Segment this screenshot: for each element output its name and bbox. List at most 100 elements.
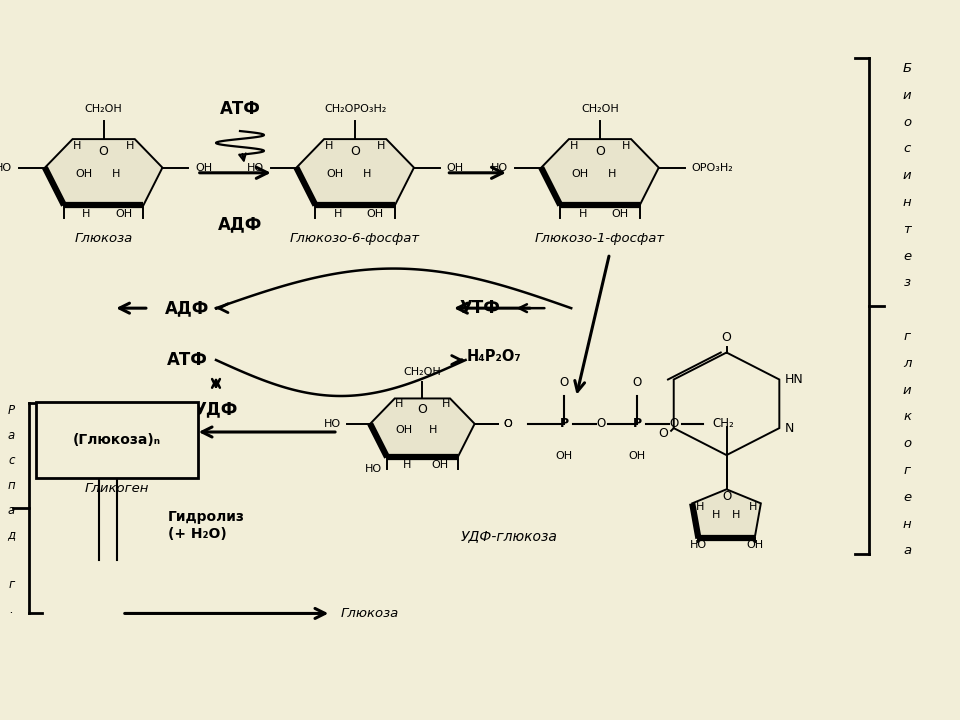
Text: с: с [9, 454, 14, 467]
Text: H: H [696, 502, 705, 512]
Text: HO: HO [365, 464, 382, 474]
Text: OH: OH [556, 451, 573, 461]
Text: Б: Б [902, 62, 912, 75]
Text: CH₂OH: CH₂OH [84, 104, 123, 114]
Text: АТФ: АТФ [167, 351, 207, 369]
Polygon shape [692, 490, 761, 539]
Text: HN: HN [784, 373, 804, 386]
Text: H: H [429, 425, 438, 435]
Text: т: т [903, 222, 911, 235]
Text: OPO₃H₂: OPO₃H₂ [691, 163, 733, 173]
Text: HO: HO [0, 163, 12, 173]
Text: о: о [903, 437, 911, 450]
Text: P: P [560, 418, 569, 431]
Text: а: а [903, 544, 911, 557]
Text: O: O [596, 418, 606, 431]
Text: а: а [8, 429, 15, 442]
Text: HO: HO [690, 541, 707, 551]
Text: OH: OH [431, 459, 448, 469]
Text: O: O [722, 490, 732, 503]
Text: OH: OH [446, 163, 464, 173]
Text: CH₂OPO₃H₂: CH₂OPO₃H₂ [324, 104, 386, 114]
Text: Н₄Р₂О₇: Н₄Р₂О₇ [467, 349, 522, 364]
Text: н: н [903, 518, 911, 531]
Text: H: H [622, 141, 631, 151]
Polygon shape [541, 139, 659, 205]
Text: OH: OH [746, 541, 763, 551]
Text: .: . [10, 603, 13, 616]
Text: H: H [579, 209, 587, 219]
Text: OH: OH [195, 163, 212, 173]
Text: АДФ: АДФ [165, 300, 209, 317]
Text: OH: OH [396, 425, 413, 435]
Text: H: H [442, 400, 450, 410]
Text: Гидролиз
(+ Н₂О): Гидролиз (+ Н₂О) [168, 510, 245, 541]
Text: OH: OH [75, 169, 92, 179]
Text: д: д [8, 528, 15, 541]
Text: г: г [903, 464, 911, 477]
Text: H: H [73, 141, 82, 151]
Text: HO: HO [247, 163, 264, 173]
Text: O: O [99, 145, 108, 158]
Text: P: P [633, 418, 642, 431]
Text: г: г [9, 578, 14, 591]
Text: O: O [504, 419, 513, 429]
Text: H: H [395, 400, 403, 410]
Text: N: N [784, 422, 794, 435]
Text: OH: OH [115, 209, 132, 219]
Text: OH: OH [571, 169, 588, 179]
Polygon shape [371, 398, 474, 457]
Text: CH₂OH: CH₂OH [403, 366, 442, 377]
Polygon shape [45, 139, 162, 205]
Text: HO: HO [324, 419, 341, 429]
Text: (Глюкоза)ₙ: (Глюкоза)ₙ [73, 433, 161, 447]
Text: н: н [903, 196, 911, 209]
Text: CH₂OH: CH₂OH [581, 104, 619, 114]
Text: и: и [903, 384, 911, 397]
Text: H: H [111, 169, 120, 179]
Text: OH: OH [629, 451, 646, 461]
Text: O: O [722, 331, 732, 344]
Text: OH: OH [367, 209, 384, 219]
Text: H: H [377, 141, 386, 151]
Text: УТФ: УТФ [460, 300, 500, 317]
Text: HO: HO [492, 163, 509, 173]
Text: H: H [732, 510, 740, 520]
Text: O: O [659, 427, 668, 440]
Text: O: O [418, 403, 427, 416]
Text: Гликоген: Гликоген [84, 482, 150, 495]
Text: OH: OH [612, 209, 629, 219]
Text: H: H [126, 141, 134, 151]
Text: O: O [633, 377, 642, 390]
FancyBboxPatch shape [36, 402, 198, 478]
Text: H: H [569, 141, 578, 151]
Text: а: а [8, 503, 15, 517]
Text: H: H [363, 169, 372, 179]
Text: е: е [903, 250, 911, 263]
Text: O: O [595, 145, 605, 158]
Text: АТФ: АТФ [220, 101, 260, 119]
Text: OH: OH [326, 169, 344, 179]
Text: H: H [83, 209, 90, 219]
Text: е: е [903, 491, 911, 504]
Text: Р: Р [8, 404, 15, 417]
Text: Глюкоза: Глюкоза [75, 233, 132, 246]
Text: Глюкозо-6-фосфат: Глюкозо-6-фосфат [290, 233, 420, 246]
Text: H: H [403, 459, 411, 469]
Text: O: O [560, 377, 569, 390]
Text: л: л [903, 356, 911, 369]
Text: УДФ: УДФ [194, 400, 238, 418]
Text: H: H [324, 141, 333, 151]
Text: АДФ: АДФ [218, 216, 262, 233]
Text: и: и [903, 89, 911, 102]
Text: з: з [903, 276, 911, 289]
Text: УДФ-глюкоза: УДФ-глюкоза [461, 529, 557, 543]
Text: H: H [334, 209, 342, 219]
Text: Глюкоза: Глюкоза [341, 607, 399, 620]
Text: H: H [608, 169, 616, 179]
Text: H: H [749, 502, 756, 512]
Text: о: о [903, 115, 911, 128]
Text: H: H [712, 510, 720, 520]
Text: CH₂: CH₂ [712, 418, 733, 431]
Polygon shape [297, 139, 414, 205]
